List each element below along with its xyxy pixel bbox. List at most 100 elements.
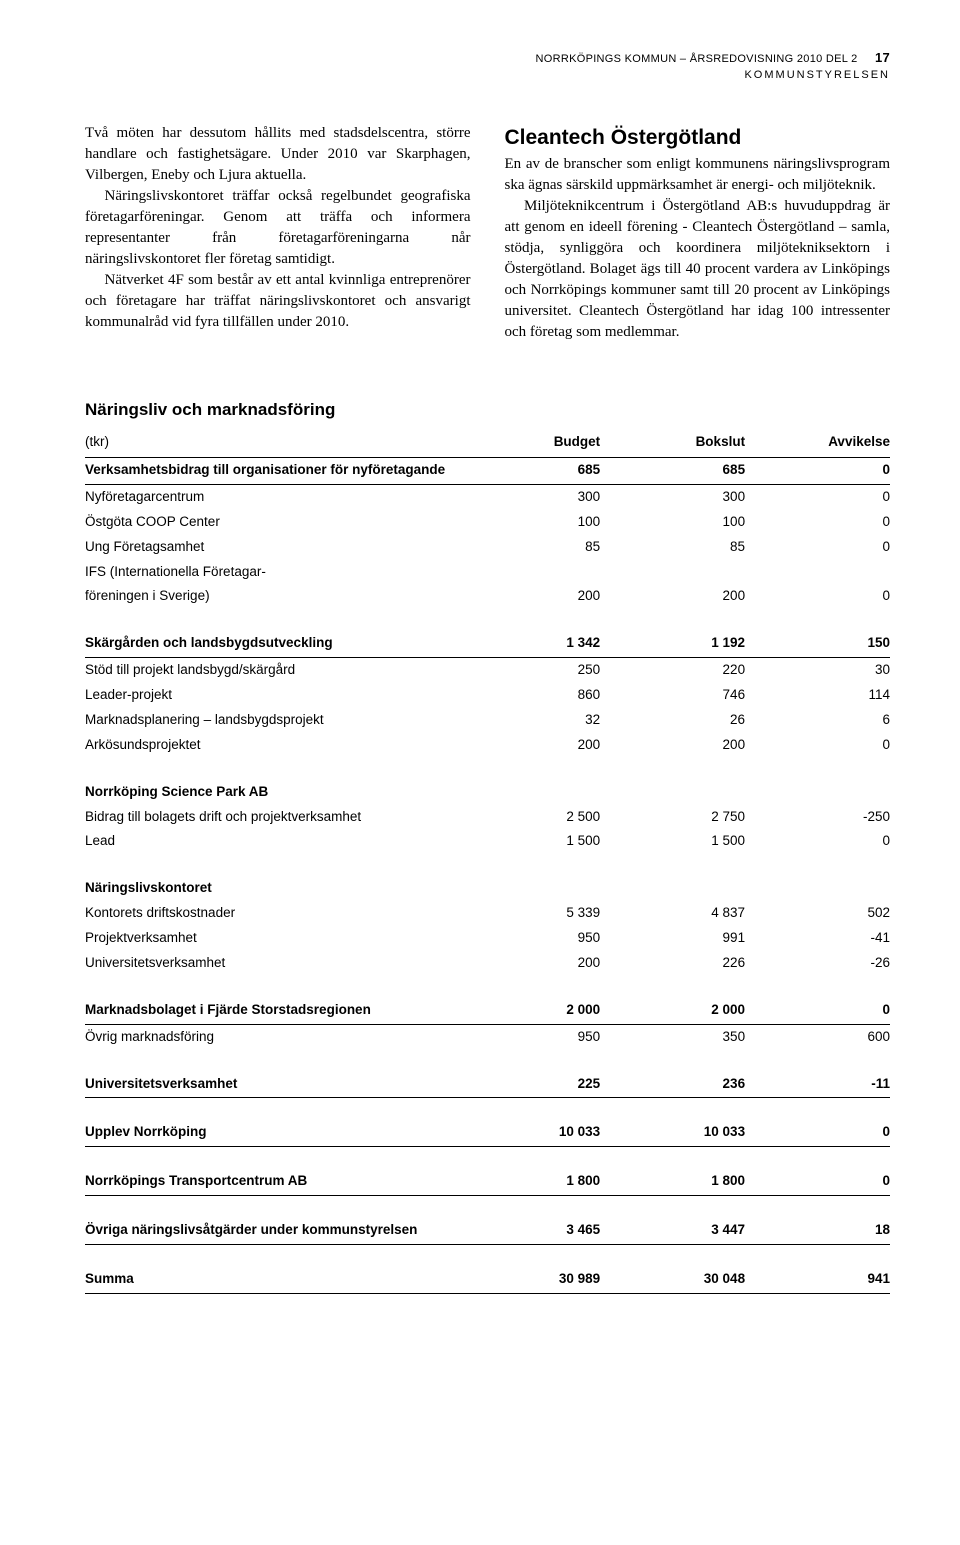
table-cell: 0 [745,484,890,509]
table-cell: Nyföretagarcentrum [85,484,455,509]
table-cell: Norrköpings Transportcentrum AB [85,1147,455,1196]
two-column-text: Två möten har dessutom hållits med stads… [85,123,890,343]
table-cell: -11 [745,1050,890,1098]
table-cell: -26 [745,951,890,976]
page-number: 17 [875,50,890,65]
table-title: Näringsliv och marknadsföring [85,399,890,420]
table-row: IFS (Internationella Företagar- [85,560,890,585]
table-cell: Näringslivskontoret [85,854,455,901]
table-cell: 1 500 [600,829,745,854]
table-cell: 100 [455,510,600,535]
table-cell: Upplev Norrköping [85,1098,455,1147]
table-cell: 100 [600,510,745,535]
table-header-cell: Avvikelse [745,430,890,457]
table-row: Marknadsbolaget i Fjärde Storstadsregion… [85,976,890,1024]
table-row: Stöd till projekt landsbygd/skärgård2502… [85,658,890,683]
table-cell: Östgöta COOP Center [85,510,455,535]
table-row: Östgöta COOP Center1001000 [85,510,890,535]
table-cell: 941 [745,1245,890,1294]
table-cell: 860 [455,683,600,708]
table-row: Bidrag till bolagets drift och projektve… [85,805,890,830]
table-cell: 1 800 [600,1147,745,1196]
table-cell: 226 [600,951,745,976]
table-cell: 1 800 [455,1147,600,1196]
table-cell: 18 [745,1196,890,1245]
table-cell: 0 [745,733,890,758]
table-cell: 600 [745,1024,890,1049]
page-header: NORRKÖPINGS KOMMUN – ÅRSREDOVISNING 2010… [85,50,890,83]
table-cell: Summa [85,1245,455,1294]
page: NORRKÖPINGS KOMMUN – ÅRSREDOVISNING 2010… [0,0,960,1344]
table-cell: IFS (Internationella Företagar- [85,560,455,585]
table-cell: 200 [600,584,745,609]
table-cell: 10 033 [600,1098,745,1147]
table-cell: 1 342 [455,609,600,657]
header-line2: KOMMUNSTYRELSEN [85,69,890,83]
table-cell: 950 [455,926,600,951]
table-cell: 2 000 [455,976,600,1024]
table-cell: 85 [600,535,745,560]
table-row: Arkösundsprojektet2002000 [85,733,890,758]
table-cell: 250 [455,658,600,683]
table-row: Projektverksamhet950991-41 [85,926,890,951]
body-paragraph: Två möten har dessutom hållits med stads… [85,123,471,186]
table-cell: 225 [455,1050,600,1098]
table-header-cell: Bokslut [600,430,745,457]
table-row: föreningen i Sverige)2002000 [85,584,890,609]
table-row: Skärgården och landsbygdsutveckling1 342… [85,609,890,657]
table-cell: 502 [745,901,890,926]
table-cell: 1 192 [600,609,745,657]
table-cell: 3 447 [600,1196,745,1245]
table-cell: 236 [600,1050,745,1098]
table-cell: Norrköping Science Park AB [85,758,455,805]
table-row: Verksamhetsbidrag till organisationer fö… [85,458,890,485]
table-cell: 0 [745,1147,890,1196]
table-cell: 4 837 [600,901,745,926]
table-cell: -41 [745,926,890,951]
table-cell: 0 [745,510,890,535]
table-row: Norrköpings Transportcentrum AB1 8001 80… [85,1147,890,1196]
table-cell: 1 500 [455,829,600,854]
table-row: Norrköping Science Park AB [85,758,890,805]
table-cell: 2 500 [455,805,600,830]
table-cell: Universitetsverksamhet [85,1050,455,1098]
right-column: Cleantech Östergötland En av de bransche… [505,123,891,343]
table-cell [455,758,600,805]
table-cell: 150 [745,609,890,657]
table-cell: Leader-projekt [85,683,455,708]
table-row: Summa30 98930 048941 [85,1245,890,1294]
table-cell: 6 [745,708,890,733]
body-paragraph: En av de branscher som enligt kommunens … [505,154,891,196]
table-cell: 300 [455,484,600,509]
table-row: Leader-projekt860746114 [85,683,890,708]
table-cell: 5 339 [455,901,600,926]
table-cell [745,758,890,805]
table-cell: 991 [600,926,745,951]
table-cell [745,854,890,901]
table-cell [600,560,745,585]
table-cell: Ung Företagsamhet [85,535,455,560]
body-paragraph: Näringslivskontoret träffar också regelb… [85,186,471,270]
table-cell: 3 465 [455,1196,600,1245]
table-cell: 200 [455,584,600,609]
table-row: Universitetsverksamhet200226-26 [85,951,890,976]
table-cell: 685 [455,458,600,485]
table-cell: Marknadsbolaget i Fjärde Storstadsregion… [85,976,455,1024]
table-row: Övrig marknadsföring950350600 [85,1024,890,1049]
left-column: Två möten har dessutom hållits med stads… [85,123,471,343]
table-row: Universitetsverksamhet225236-11 [85,1050,890,1098]
table-cell: 2 000 [600,976,745,1024]
table-cell: Marknadsplanering – landsbygdsprojekt [85,708,455,733]
table-cell: 200 [455,733,600,758]
table-cell: föreningen i Sverige) [85,584,455,609]
body-paragraph: Nätverket 4F som består av ett antal kvi… [85,270,471,333]
table-row: Marknadsplanering – landsbygdsprojekt322… [85,708,890,733]
table-cell: 26 [600,708,745,733]
table-cell: 2 750 [600,805,745,830]
table-cell: 114 [745,683,890,708]
table-cell: 85 [455,535,600,560]
table-header-cell: (tkr) [85,430,455,457]
table-cell: 0 [745,458,890,485]
table-cell: 0 [745,829,890,854]
table-header-cell: Budget [455,430,600,457]
